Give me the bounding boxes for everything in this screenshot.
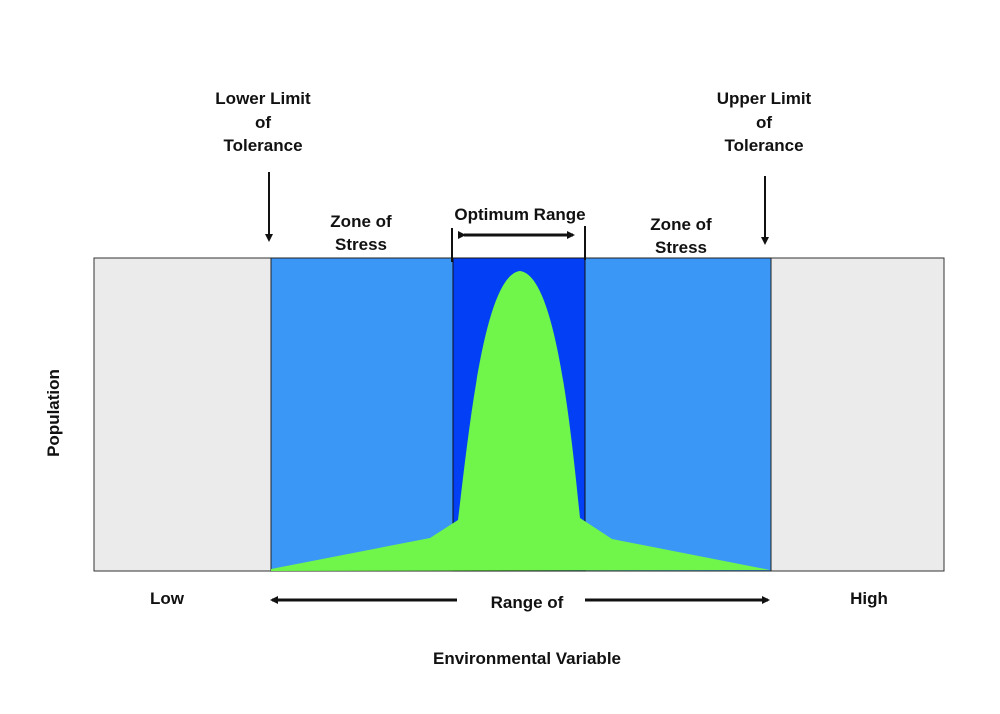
range-of-label: Range of: [491, 593, 564, 612]
lower-limit-label-3: Tolerance: [223, 136, 302, 155]
intolerance-zone-high: [770, 257, 945, 572]
stress-right-label-2: Stress: [655, 238, 707, 257]
y-axis-label: Population: [44, 369, 63, 457]
environmental-variable-label: Environmental Variable: [433, 649, 621, 668]
optimum-range-label: Optimum Range: [454, 205, 585, 224]
upper-limit-label-1: Upper Limit: [717, 89, 812, 108]
upper-limit-label-2: of: [756, 113, 772, 132]
low-label: Low: [150, 589, 185, 608]
lower-limit-label-1: Lower Limit: [215, 89, 311, 108]
lower-limit-label-2: of: [255, 113, 271, 132]
stress-right-label-1: Zone of: [650, 215, 712, 234]
stress-zone-right: [584, 257, 772, 572]
stress-zone-left: [270, 257, 454, 572]
upper-limit-label-3: Tolerance: [724, 136, 803, 155]
stress-left-label-2: Stress: [335, 235, 387, 254]
intolerance-zone-low: [93, 257, 272, 572]
stress-left-label-1: Zone of: [330, 212, 392, 231]
population-curve: [271, 271, 770, 571]
high-label: High: [850, 589, 888, 608]
